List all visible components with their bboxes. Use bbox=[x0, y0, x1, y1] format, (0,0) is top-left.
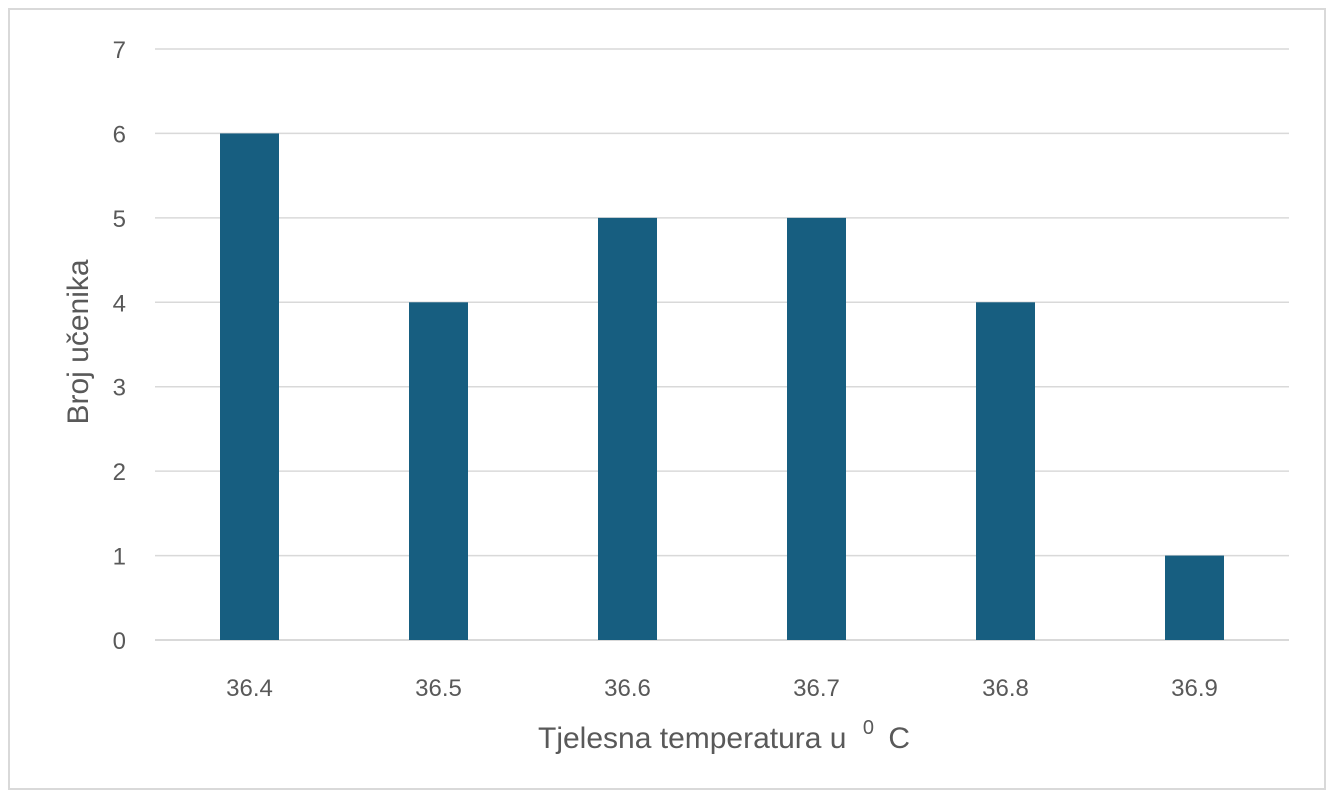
bar bbox=[409, 302, 468, 640]
y-tick-label: 3 bbox=[113, 375, 126, 402]
bar bbox=[1165, 555, 1224, 640]
x-tick-label: 36.5 bbox=[415, 675, 462, 702]
y-axis-ticks: 0 1 2 3 4 5 6 7 bbox=[113, 37, 126, 655]
x-tick-label: 36.7 bbox=[793, 675, 840, 702]
y-tick-label: 5 bbox=[113, 206, 126, 233]
x-tick-label: 36.9 bbox=[1171, 675, 1218, 702]
y-tick-label: 6 bbox=[113, 121, 126, 148]
bar bbox=[787, 217, 846, 640]
x-tick-label: 36.8 bbox=[982, 675, 1029, 702]
x-axis-title: Tjelesna temperatura u 0 C bbox=[538, 708, 910, 755]
bar bbox=[976, 302, 1035, 640]
bars bbox=[220, 133, 1224, 640]
y-tick-label: 0 bbox=[113, 628, 126, 655]
y-tick-label: 1 bbox=[113, 544, 126, 571]
y-tick-label: 2 bbox=[113, 459, 126, 486]
y-axis-title: Broj učenika bbox=[62, 259, 95, 424]
x-tick-label: 36.6 bbox=[604, 675, 651, 702]
x-axis-title-text: Tjelesna temperatura u bbox=[538, 722, 847, 755]
x-tick-label: 36.4 bbox=[226, 675, 273, 702]
x-axis-title-superscript: 0 bbox=[863, 717, 874, 739]
x-axis-ticks: 36.4 36.5 36.6 36.7 36.8 36.9 bbox=[226, 675, 1218, 702]
gridlines bbox=[155, 48, 1289, 641]
bar bbox=[598, 217, 657, 640]
x-axis-title-unit: C bbox=[888, 722, 910, 755]
bar bbox=[220, 133, 279, 640]
y-tick-label: 4 bbox=[113, 290, 126, 317]
y-tick-label: 7 bbox=[113, 37, 126, 64]
